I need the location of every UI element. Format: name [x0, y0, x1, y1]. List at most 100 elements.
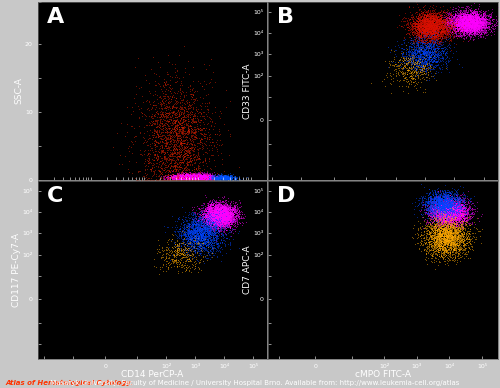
Point [436, 202, 444, 208]
Point [207, 241, 215, 247]
Point [429, 51, 437, 57]
Point [190, 173, 198, 179]
Point [216, 176, 224, 182]
Point [194, 233, 202, 239]
Point [206, 213, 214, 220]
Point [468, 214, 476, 220]
Point [440, 204, 448, 211]
Point [478, 13, 486, 19]
Point [198, 216, 205, 222]
Point [196, 176, 203, 182]
Point [485, 20, 493, 26]
Point [435, 28, 443, 34]
Point [446, 241, 454, 248]
Point [402, 58, 410, 64]
Point [190, 237, 198, 244]
Point [448, 197, 456, 204]
Point [465, 18, 473, 24]
Point [450, 21, 458, 27]
Point [206, 207, 214, 213]
Point [182, 239, 190, 246]
Point [208, 222, 216, 229]
Point [442, 205, 450, 211]
Point [429, 5, 437, 11]
Point [144, 158, 152, 165]
Point [437, 237, 445, 244]
Point [192, 172, 200, 178]
Point [464, 12, 472, 19]
Point [463, 17, 471, 24]
Point [196, 177, 204, 183]
Point [201, 206, 209, 212]
Point [218, 197, 226, 204]
Point [194, 176, 202, 182]
Point [462, 236, 470, 242]
Point [186, 174, 194, 180]
Point [203, 224, 211, 230]
Point [440, 249, 448, 256]
Point [467, 24, 475, 30]
Point [452, 211, 460, 218]
Point [226, 213, 234, 219]
Point [204, 176, 212, 182]
Point [480, 11, 488, 17]
Point [452, 25, 460, 31]
Point [478, 24, 486, 30]
Point [225, 214, 233, 220]
Point [174, 137, 182, 144]
Point [160, 173, 168, 179]
Point [420, 29, 428, 36]
Point [469, 19, 477, 26]
Point [404, 57, 412, 63]
Point [470, 16, 478, 22]
Point [192, 174, 200, 180]
Point [186, 177, 194, 183]
Point [436, 233, 444, 239]
Point [450, 234, 458, 240]
Point [474, 22, 482, 28]
Point [167, 143, 175, 149]
Point [180, 251, 188, 258]
Point [468, 205, 476, 211]
Point [440, 237, 448, 244]
Point [440, 249, 448, 255]
Point [212, 177, 220, 183]
Point [214, 176, 222, 182]
Point [446, 222, 454, 228]
Point [466, 16, 474, 22]
Point [432, 11, 440, 17]
Point [428, 215, 436, 221]
Point [220, 177, 228, 183]
Point [435, 231, 443, 237]
Point [437, 51, 445, 57]
Point [455, 205, 463, 211]
Point [438, 203, 446, 209]
Point [190, 177, 198, 183]
Point [476, 18, 484, 24]
Point [456, 199, 464, 205]
Point [204, 201, 212, 208]
Point [447, 203, 455, 210]
Point [458, 206, 466, 212]
Point [464, 209, 471, 215]
Point [436, 208, 444, 215]
Point [190, 170, 198, 176]
Point [203, 238, 211, 244]
Point [431, 206, 439, 213]
Point [416, 32, 424, 38]
Point [459, 26, 467, 33]
Point [466, 36, 473, 42]
Point [394, 62, 402, 68]
Point [441, 29, 449, 35]
Point [184, 161, 192, 168]
Point [454, 216, 462, 222]
Point [222, 175, 230, 181]
Point [492, 21, 500, 27]
Point [444, 189, 452, 196]
Point [436, 31, 444, 37]
Point [179, 131, 187, 137]
Point [180, 251, 188, 257]
Point [142, 122, 150, 128]
Point [470, 22, 478, 28]
Point [192, 177, 200, 183]
